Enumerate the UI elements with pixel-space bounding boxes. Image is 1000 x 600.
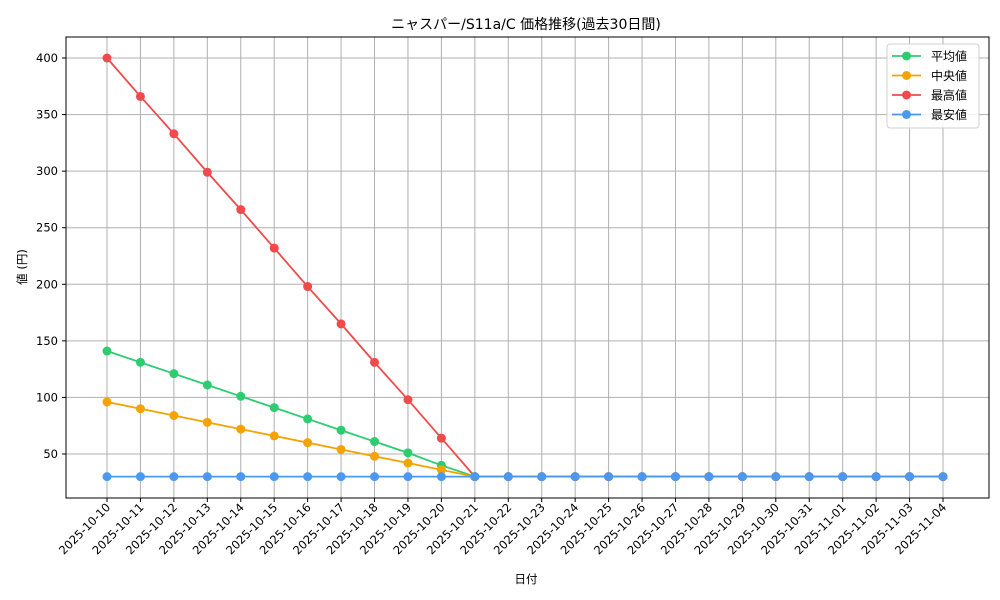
data-point: [202, 380, 212, 390]
grid-lines: [66, 37, 989, 498]
data-point: [436, 433, 446, 443]
data-point: [269, 472, 279, 482]
data-point: [804, 472, 814, 482]
series-1: [102, 397, 948, 482]
data-point: [370, 451, 380, 461]
data-point: [135, 357, 145, 367]
series-line: [106, 401, 943, 478]
series-line: [106, 57, 943, 478]
data-point: [102, 53, 112, 63]
data-point: [336, 425, 346, 435]
data-series: [102, 53, 948, 482]
data-point: [202, 472, 212, 482]
data-point: [336, 472, 346, 482]
data-point: [336, 444, 346, 454]
data-point: [236, 205, 246, 215]
data-point: [503, 472, 513, 482]
legend-box: [886, 43, 980, 129]
data-point: [570, 472, 580, 482]
y-tick-label: 100: [36, 390, 58, 404]
data-point: [871, 472, 881, 482]
data-point: [336, 319, 346, 329]
data-point: [537, 472, 547, 482]
data-point: [737, 472, 747, 482]
legend-marker: [902, 71, 911, 80]
data-point: [771, 472, 781, 482]
data-point: [169, 472, 179, 482]
data-point: [403, 472, 413, 482]
chart-title: ニャスパー/S11a/C 価格推移(過去30日間): [391, 17, 661, 33]
data-point: [269, 431, 279, 441]
data-point: [403, 458, 413, 468]
data-point: [135, 91, 145, 101]
data-point: [370, 472, 380, 482]
x-axis: 2025-10-102025-10-112025-10-122025-10-13…: [56, 498, 949, 557]
legend-marker: [902, 90, 911, 100]
series-3: [102, 472, 948, 482]
y-axis: 50 100 150 200 250 300 350 400: [36, 51, 66, 461]
data-point: [102, 397, 112, 407]
data-point: [436, 472, 446, 482]
data-point: [670, 472, 680, 482]
legend-label: 中央値: [931, 68, 967, 83]
y-tick-label: 150: [36, 334, 58, 348]
data-point: [169, 411, 179, 421]
legend-marker: [902, 110, 911, 119]
data-point: [202, 417, 212, 427]
series-2: [102, 53, 948, 482]
data-point: [102, 472, 112, 482]
data-point: [236, 391, 246, 401]
data-point: [269, 243, 279, 253]
data-point: [938, 472, 948, 482]
data-point: [838, 472, 848, 482]
series-0: [102, 346, 948, 482]
data-point: [236, 424, 246, 434]
data-point: [637, 472, 647, 482]
data-point: [470, 472, 480, 482]
y-axis-label: 値 (円): [15, 249, 29, 285]
data-point: [135, 404, 145, 414]
data-point: [169, 369, 179, 379]
legend-label: 最安値: [931, 107, 967, 122]
data-point: [436, 465, 446, 475]
data-point: [403, 448, 413, 458]
data-point: [905, 472, 915, 482]
data-point: [604, 472, 614, 482]
y-tick-label: 300: [36, 164, 58, 178]
data-point: [403, 395, 413, 405]
x-axis-label: 日付: [515, 572, 538, 586]
series-line: [106, 350, 943, 478]
data-point: [135, 472, 145, 482]
y-tick-label: 350: [36, 108, 58, 122]
y-tick-label: 400: [36, 51, 58, 65]
data-point: [303, 282, 313, 292]
data-point: [370, 357, 380, 367]
legend-label: 平均値: [931, 49, 967, 64]
data-point: [102, 346, 112, 356]
data-point: [202, 167, 212, 177]
plot-frame: [65, 36, 990, 499]
data-point: [704, 472, 714, 482]
y-tick-label: 50: [43, 447, 58, 461]
data-point: [169, 129, 179, 139]
data-point: [269, 403, 279, 413]
data-point: [303, 472, 313, 482]
data-point: [370, 437, 380, 447]
legend-marker: [902, 51, 911, 61]
y-tick-label: 200: [36, 277, 58, 291]
data-point: [303, 414, 313, 424]
data-point: [236, 472, 246, 482]
data-point: [303, 438, 313, 448]
y-tick-label: 250: [36, 221, 58, 235]
legend-label: 最高値: [931, 88, 967, 103]
